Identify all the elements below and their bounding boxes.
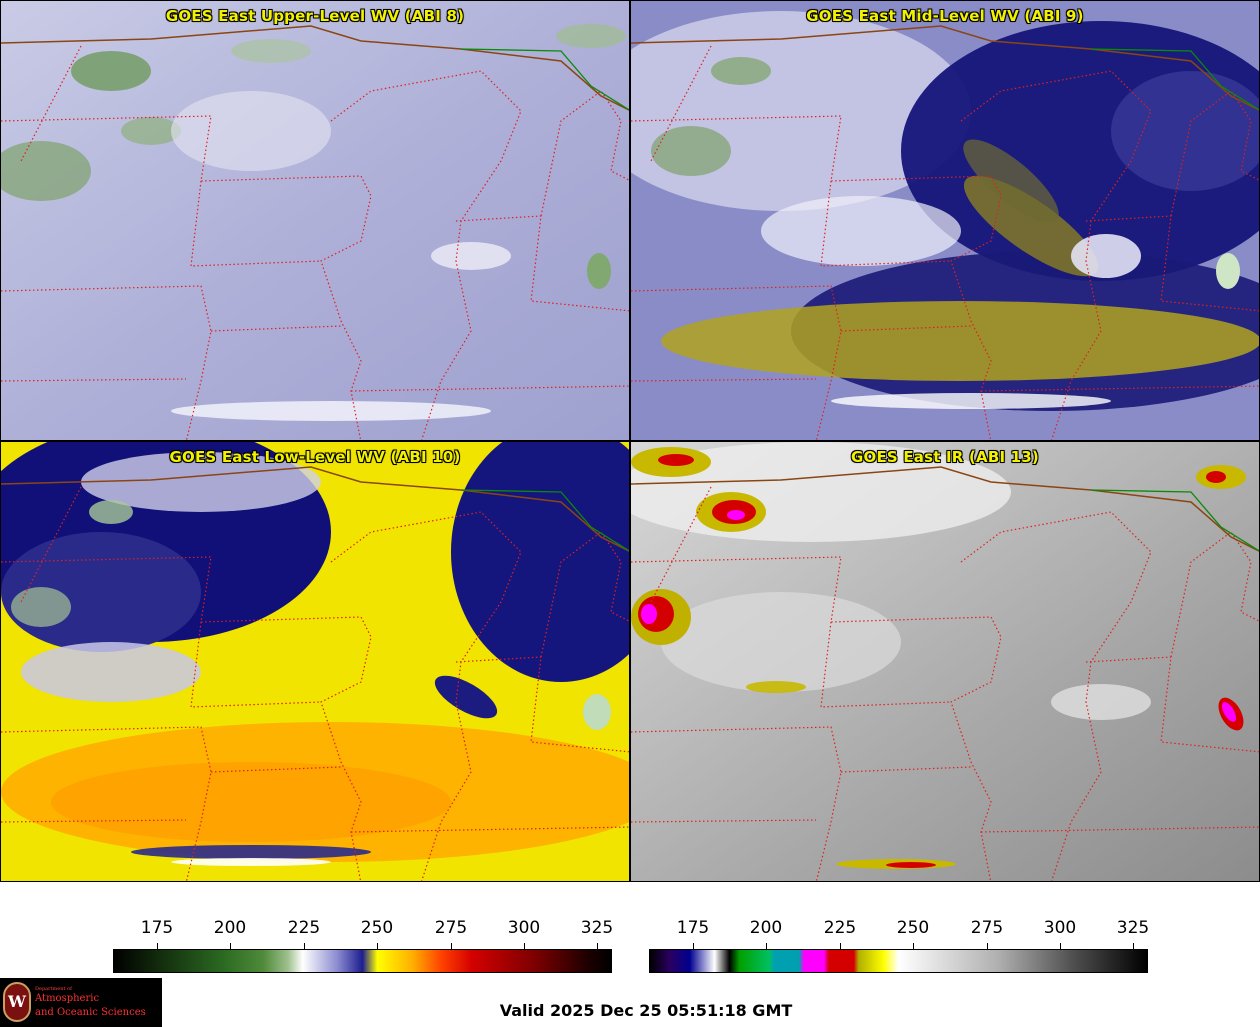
colorbar-tick-label: 275 [970,918,1004,938]
colorbar-tick-label: 250 [360,918,394,938]
panel-title-abi13: GOES East IR (ABI 13) [850,448,1039,466]
panel-title-abi10: GOES East Low-Level WV (ABI 10) [169,448,461,466]
aos-logo: W Department of Atmospheric and Oceanic … [0,978,162,1027]
colorbar-tick-label: 200 [213,918,247,938]
colorbar-tick [157,943,158,949]
colorbar-tick [1060,943,1061,949]
panel-ir: GOES East IR (ABI 13) [630,441,1260,882]
colorbar-tick [766,943,767,949]
colorbar-tick [987,943,988,949]
logo-line-1: Atmospheric [35,993,100,1004]
panel-low-level-wv: GOES East Low-Level WV (ABI 10) [0,441,630,882]
colorbar-tick [693,943,694,949]
uw-crest-icon: W [3,982,31,1022]
panel-title-abi8: GOES East Upper-Level WV (ABI 8) [165,7,465,25]
colorbar-tick-label: 300 [507,918,541,938]
colorbar-tick-label: 300 [1043,918,1077,938]
colorbar-tick [304,943,305,949]
upper-wv-image [1,1,629,440]
colorbar-tick [377,943,378,949]
panel-mid-level-wv: GOES East Mid-Level WV (ABI 9) [630,0,1260,441]
colorbar-tick-label: 225 [823,918,857,938]
colorbar-tick-label: 200 [749,918,783,938]
colorbar-tick [913,943,914,949]
logo-line-2: and Oceanic Sciences [35,1007,146,1018]
colorbar-tick-label: 175 [140,918,174,938]
logo-dept-text: Department of [35,986,72,992]
colorbar-tick-label: 225 [287,918,321,938]
low-wv-image [1,442,629,881]
colorbar-tick-label: 175 [676,918,710,938]
colorbar-tick [524,943,525,949]
panel-title-abi9: GOES East Mid-Level WV (ABI 9) [806,7,1084,25]
colorbar-tick [451,943,452,949]
ir-colorbar [649,949,1148,973]
colorbar-tick-label: 250 [896,918,930,938]
ir-image [631,442,1259,881]
colorbar-tick-label: 325 [580,918,614,938]
wv-colorbar [113,949,612,973]
mid-wv-image [631,1,1259,440]
colorbar-tick [230,943,231,949]
colorbar-tick [597,943,598,949]
panel-upper-level-wv: GOES East Upper-Level WV (ABI 8) [0,0,630,441]
colorbar-tick-label: 275 [434,918,468,938]
valid-time: Valid 2025 Dec 25 05:51:18 GMT [499,1001,793,1020]
colorbar-tick [840,943,841,949]
colorbar-tick-label: 325 [1116,918,1150,938]
colorbar-tick [1133,943,1134,949]
